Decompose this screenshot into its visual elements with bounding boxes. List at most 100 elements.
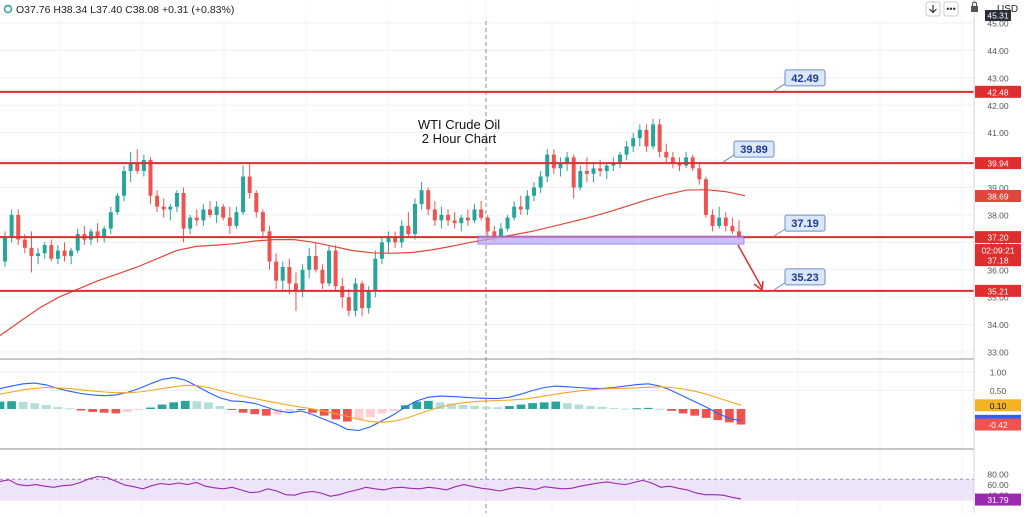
candle-body (584, 171, 589, 174)
candle (439, 206, 444, 229)
macd-pane[interactable] (0, 377, 746, 432)
candle (69, 247, 74, 265)
candle (518, 195, 523, 215)
chart-title: WTI Crude Oil (418, 117, 500, 132)
candle-body (657, 124, 662, 152)
candle-body (452, 220, 457, 224)
candle-body (88, 231, 93, 240)
macd-histogram-bar (285, 409, 294, 412)
candle-body (241, 176, 246, 213)
macd-histogram-bar (632, 408, 642, 410)
macd-histogram-bar (574, 404, 584, 409)
candle-body (320, 269, 325, 284)
candle-body (373, 258, 378, 292)
candle-body (214, 206, 219, 215)
candle (584, 157, 589, 183)
level-callout (733, 140, 775, 158)
level-callout-pointer (773, 282, 786, 291)
candle (611, 157, 616, 172)
candle-body (174, 192, 179, 207)
level-axis-tag-label: 35.21 (987, 286, 1009, 296)
candle (379, 236, 384, 265)
macd-histogram-bar (447, 403, 456, 409)
candle-body (393, 236, 398, 243)
candle-body (617, 154, 622, 163)
level-callout (784, 268, 826, 286)
candle-body (399, 225, 404, 243)
svg-text:45.31: 45.31 (987, 11, 1009, 21)
status-dot-icon (3, 4, 13, 14)
candle-body (293, 283, 298, 292)
candle (108, 206, 113, 235)
candle (360, 280, 365, 317)
level-label: 37.19 (791, 218, 819, 230)
candle-body (538, 176, 543, 188)
candle (241, 165, 246, 215)
candle (717, 206, 722, 229)
candle-body (465, 217, 470, 221)
lock-icon[interactable] (971, 1, 978, 12)
macd-histogram-bar (0, 401, 5, 409)
candle (135, 149, 140, 174)
macd-histogram-bar (76, 409, 86, 411)
candle (406, 212, 411, 237)
candle (565, 151, 570, 172)
candle-body (591, 168, 596, 174)
scroll-down-icon[interactable] (925, 1, 941, 17)
candle (545, 149, 550, 183)
macd-histogram-bar (435, 402, 445, 409)
candle (194, 209, 199, 226)
candle-body (432, 209, 437, 221)
macd-histogram-bar (701, 409, 711, 418)
y-tick-label: 44.00 (987, 46, 1009, 56)
macd-histogram-bar (146, 407, 155, 409)
candle-body (637, 129, 642, 139)
macd-histogram-bar (493, 407, 503, 409)
price-pane[interactable]: 42.49 39.89 37.19 35.23 (0, 69, 974, 336)
candle (274, 253, 279, 289)
candle-body (366, 291, 371, 309)
rsi-pane[interactable] (0, 476, 974, 501)
candle (644, 124, 649, 152)
candle (168, 203, 173, 221)
candle (558, 157, 563, 177)
candle-body (69, 250, 74, 257)
candle-body (703, 179, 708, 215)
rsi-band (0, 479, 974, 501)
macd-histogram-bar (597, 406, 607, 409)
candle (227, 206, 232, 235)
candle-body (379, 242, 384, 259)
candle-body (234, 212, 239, 226)
candle (141, 154, 146, 177)
candle-body (670, 157, 675, 163)
candle-body (717, 217, 722, 226)
level-callout-pointer (722, 154, 735, 163)
macd-histogram-bar (180, 400, 190, 409)
candle (485, 214, 490, 240)
macd-histogram-bar (204, 402, 213, 409)
macd-histogram-bar (30, 403, 40, 409)
macd-histogram-bar (261, 409, 271, 416)
macd-histogram-bar (609, 407, 618, 409)
candle (505, 214, 510, 232)
candle (214, 201, 219, 224)
candle (188, 214, 193, 235)
candle (432, 201, 437, 226)
candle-body (631, 138, 636, 147)
candle-body (128, 162, 133, 172)
level-axis-tag (975, 157, 1021, 170)
candle-body (42, 245, 47, 254)
candle (525, 190, 530, 215)
candle (426, 187, 431, 215)
candle (512, 201, 517, 221)
macd-histogram-bar (343, 409, 352, 422)
candle (340, 277, 345, 309)
macd-histogram-bar (354, 409, 364, 420)
candle (578, 165, 583, 191)
candle (29, 231, 34, 273)
candle (115, 192, 120, 215)
candle-body (247, 176, 252, 193)
more-icon[interactable]: ••• (943, 1, 959, 17)
y-tick-label: 43.00 (987, 73, 1009, 83)
macd-histogram-bar (562, 403, 572, 409)
